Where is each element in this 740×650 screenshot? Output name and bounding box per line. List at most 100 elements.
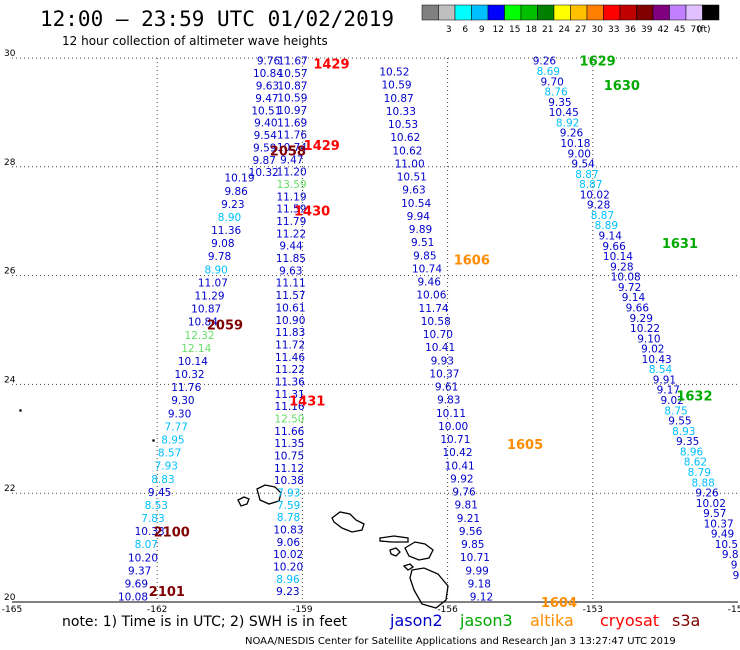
wave-height-value: 9.28: [610, 261, 633, 273]
wave-height-value: 8.75: [664, 405, 687, 417]
wave-height-value: 9.85: [461, 539, 484, 551]
scale-tick-label: 70: [691, 25, 703, 35]
wave-height-value: 8.76: [544, 87, 568, 99]
wave-height-value: 9.76: [257, 56, 281, 68]
island-lanai: [389, 547, 401, 557]
pass-time-label: 1629: [580, 55, 616, 70]
pass-time-label: 2059: [207, 319, 243, 334]
wave-height-value: 9.02: [641, 344, 664, 356]
wave-height-value: 11.76: [277, 130, 307, 142]
satellite-legend-jason2: jason2: [389, 611, 443, 630]
island-niihau: [237, 496, 250, 507]
wave-height-value: 10.08: [118, 592, 148, 604]
wave-height-value: 9.26: [695, 488, 719, 500]
wave-height-value: 9.86: [224, 186, 248, 198]
scale-tick-label: 9: [479, 25, 485, 35]
scale-swatch: [603, 4, 621, 21]
wave-height-value: 10.71: [460, 552, 490, 564]
wave-height-value: 9.78: [208, 251, 231, 263]
wave-height-value: 9.8: [722, 549, 739, 561]
wave-height-value: 8.78: [277, 512, 300, 524]
wave-height-value: 7.83: [141, 513, 164, 525]
scale-swatch: [454, 4, 472, 21]
wave-height-value: 9.26: [560, 128, 584, 140]
wave-height-value: 11.74: [419, 303, 449, 315]
scale-tick-label: 30: [592, 25, 604, 35]
wave-height-value: 9.02: [660, 395, 683, 407]
wave-height-value: 11.72: [275, 339, 305, 351]
wave-height-value: 10.84: [188, 317, 218, 329]
wave-height-value: 9.89: [409, 224, 432, 236]
wave-height-value: 11.07: [198, 277, 228, 289]
wave-height-value: 8.90: [218, 212, 241, 224]
scale-swatch: [553, 4, 571, 21]
wave-height-value: 10.06: [416, 290, 446, 302]
wave-height-value: 9.47: [280, 154, 303, 166]
track-e: 9.268.699.708.769.3510.458.929.2610.189.…: [533, 56, 740, 582]
wave-height-value: 9.06: [277, 537, 301, 549]
wave-height-value: 9.14: [622, 292, 646, 304]
wave-height-value: 13.59: [277, 179, 307, 191]
wave-height-value: 9.17: [657, 385, 680, 397]
wave-height-value: 10.00: [438, 421, 468, 433]
wave-height-value: 11.00: [395, 158, 425, 170]
wave-height-value: 9.23: [221, 199, 244, 211]
wave-height-value: 11.67: [278, 56, 308, 68]
wave-height-value: 10.97: [277, 105, 307, 117]
wave-height-value: 10.19: [224, 173, 254, 185]
wave-height-value: 11.11: [276, 278, 306, 290]
wave-height-value: 10.08: [611, 272, 641, 284]
y-tick-label: 28: [4, 158, 16, 168]
y-tick-label: 30: [4, 49, 16, 59]
scale-swatch: [520, 4, 538, 21]
wave-height-value: 8.90: [204, 264, 227, 276]
wave-height-value: 8.57: [158, 448, 181, 460]
wave-height-value: 9.21: [457, 513, 480, 525]
scale-swatch: [421, 4, 439, 21]
scale-tick-label: 45: [674, 25, 685, 35]
scale-swatch: [586, 4, 604, 21]
footer-credit: NOAA/NESDIS Center for Satellite Applica…: [245, 636, 676, 647]
wave-height-value: 9.45: [148, 487, 171, 499]
pass-time-label: 1606: [454, 253, 490, 268]
scale-tick-label: 3: [446, 25, 452, 35]
wave-height-value: 11.46: [275, 352, 305, 364]
wave-height-value: 10.11: [436, 408, 466, 420]
wave-height-color-scale: 3 6 9 12 15 18 21 24 27 30 33 36 39 42 45 70(ft): [421, 4, 720, 35]
pass-time-label: 1429: [304, 139, 340, 154]
wave-height-value: 9.28: [587, 200, 610, 212]
scale-swatch: [702, 4, 720, 21]
wave-height-value: 11.20: [277, 167, 307, 179]
wave-height-value: 10.38: [274, 475, 304, 487]
scale-tick-label: 42: [658, 25, 669, 35]
wave-height-value: 8.69: [537, 66, 560, 78]
scale-swatch: [652, 4, 670, 21]
track-b: 11.6710.5710.8710.5910.9711.6911.7610.74…: [273, 56, 308, 598]
wave-height-value: 11.22: [276, 228, 306, 240]
pass-time-label: 1429: [313, 57, 349, 72]
wave-height-value: 10.37: [704, 518, 734, 530]
wave-height-value: 9.63: [279, 265, 302, 277]
wave-height-value: 9.23: [276, 586, 299, 598]
wave-height-value: 10.43: [642, 354, 672, 366]
island-kahoolawe: [402, 563, 415, 571]
scale-swatch: [438, 4, 456, 21]
wave-height-value: 9.83: [437, 395, 460, 407]
wave-height-value: 11.79: [276, 216, 306, 228]
wave-height-value: 11.16: [275, 401, 305, 413]
wave-height-value: 10.70: [423, 329, 453, 341]
satellite-legend-s3a: s3a: [672, 611, 700, 630]
wave-height-value: 10.62: [392, 145, 422, 157]
wave-height-value: 8.95: [161, 434, 184, 446]
y-tick-label: 22: [4, 484, 15, 494]
wave-height-value: 10.87: [191, 304, 221, 316]
wave-height-value: 8.93: [672, 426, 695, 438]
wave-height-value: 9.37: [128, 565, 151, 577]
wave-height-value: 11.85: [276, 253, 306, 265]
satellite-legend-jason3: jason3: [459, 611, 513, 630]
pass-time-label: 2101: [149, 585, 185, 600]
wave-height-value: 9.76: [452, 487, 476, 499]
wave-height-value: 10.22: [630, 323, 660, 335]
x-tick-label: -153: [583, 605, 603, 615]
wave-height-value: 9.72: [618, 282, 641, 294]
